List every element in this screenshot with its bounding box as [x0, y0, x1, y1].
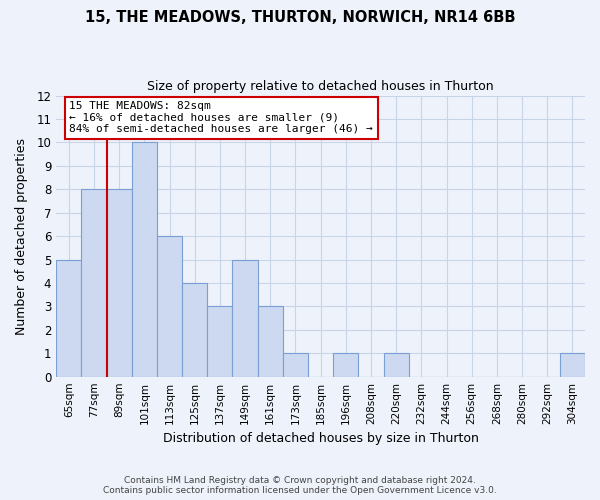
Bar	[232, 260, 257, 376]
Title: Size of property relative to detached houses in Thurton: Size of property relative to detached ho…	[147, 80, 494, 93]
Bar	[207, 306, 232, 376]
Bar	[283, 354, 308, 376]
Bar	[257, 306, 283, 376]
Y-axis label: Number of detached properties: Number of detached properties	[15, 138, 28, 334]
Bar	[182, 283, 207, 376]
Bar	[82, 190, 107, 376]
Bar	[56, 260, 82, 376]
Bar	[157, 236, 182, 376]
X-axis label: Distribution of detached houses by size in Thurton: Distribution of detached houses by size …	[163, 432, 479, 445]
Text: 15, THE MEADOWS, THURTON, NORWICH, NR14 6BB: 15, THE MEADOWS, THURTON, NORWICH, NR14 …	[85, 10, 515, 25]
Bar	[383, 354, 409, 376]
Text: Contains HM Land Registry data © Crown copyright and database right 2024.
Contai: Contains HM Land Registry data © Crown c…	[103, 476, 497, 495]
Bar	[107, 190, 132, 376]
Bar	[132, 142, 157, 376]
Bar	[333, 354, 358, 376]
Bar	[560, 354, 585, 376]
Text: 15 THE MEADOWS: 82sqm
← 16% of detached houses are smaller (9)
84% of semi-detac: 15 THE MEADOWS: 82sqm ← 16% of detached …	[70, 101, 373, 134]
